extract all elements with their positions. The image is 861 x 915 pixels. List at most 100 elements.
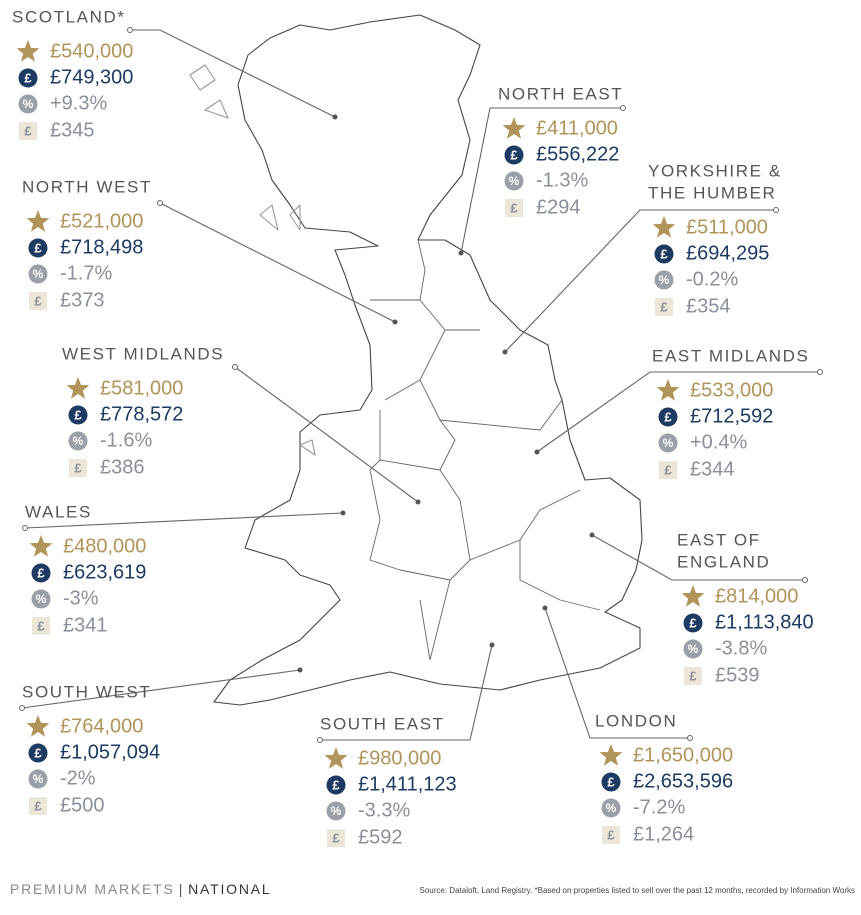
rent-symbol: £ (37, 618, 45, 633)
change-text: -1.6% (100, 429, 152, 451)
change-text: -1.3% (536, 169, 588, 191)
regions: SCOTLAND* £540,000 £ £749,300% +9.3% £ £345 NOR… (12, 7, 823, 848)
pound-icon (326, 775, 346, 795)
rent-text: £373 (60, 289, 105, 311)
leader-line (591, 534, 805, 581)
rent-symbol: £ (332, 830, 340, 845)
percent-symbol: % (23, 97, 34, 111)
region-name: WALES (25, 502, 92, 521)
leader-start (773, 207, 779, 213)
region-dot (502, 349, 508, 355)
rent-icon (29, 797, 47, 815)
leader-line (234, 366, 419, 503)
region-name: LONDON (595, 711, 677, 730)
rent-symbol: £ (607, 827, 615, 842)
value-text: £778,572 (100, 403, 183, 425)
leader-start (19, 705, 25, 711)
star-icon (324, 747, 348, 769)
value-text: £2,653,596 (633, 770, 733, 792)
rent-text: £592 (358, 826, 403, 848)
pound-icon (504, 145, 524, 165)
region: WALES £480,000 £ £623,619% -3% £ £341 (22, 502, 346, 636)
leader-line (130, 29, 336, 118)
change-text: -0.2% (686, 268, 738, 290)
star-icon (681, 585, 705, 607)
star-icon (652, 216, 676, 238)
pound-symbol: £ (332, 777, 340, 792)
region-dot (415, 499, 421, 505)
rent-icon (602, 826, 620, 844)
rent-symbol: £ (510, 200, 518, 215)
rent-text: £341 (63, 614, 108, 636)
region-dot (589, 532, 595, 538)
change-text: +0.4% (690, 431, 747, 453)
rent-symbol: £ (74, 460, 82, 475)
leader-start (817, 369, 823, 375)
region-dot (340, 510, 346, 516)
price-text: £480,000 (63, 535, 146, 557)
percent-icon (504, 171, 524, 191)
pound-icon (18, 68, 38, 88)
region-name: NORTH EAST (498, 84, 623, 103)
leader-line (21, 669, 301, 709)
leader-start (157, 200, 163, 206)
value-text: £556,222 (536, 143, 619, 165)
percent-icon (326, 801, 346, 821)
leader-line (504, 209, 776, 353)
percent-icon (31, 589, 51, 609)
rent-icon (684, 667, 702, 685)
footer-title: PREMIUM MARKETS | NATIONAL (10, 881, 272, 897)
leader-start (802, 577, 808, 583)
price-text: £511,000 (686, 216, 768, 238)
pound-symbol: £ (510, 147, 518, 162)
pound-icon (658, 407, 678, 427)
leader-start (232, 364, 238, 370)
leader-start (687, 735, 693, 741)
leader-start (22, 525, 28, 531)
rent-text: £386 (100, 456, 145, 478)
rent-symbol: £ (34, 798, 42, 813)
footer-source: Source: Dataloft, Land Registry. *Based … (420, 886, 855, 895)
pound-symbol: £ (664, 409, 672, 424)
rent-icon (659, 461, 677, 479)
star-icon (66, 377, 90, 399)
star-icon (29, 535, 53, 557)
rent-icon (19, 122, 37, 140)
leader-line (159, 202, 396, 323)
rent-icon (505, 199, 523, 217)
percent-icon (683, 639, 703, 659)
star-icon (16, 40, 40, 62)
region-dot (392, 319, 398, 325)
change-text: -3.3% (358, 799, 410, 821)
pound-symbol: £ (660, 246, 668, 261)
footer-brand: PREMIUM MARKETS (10, 881, 175, 897)
rent-icon (32, 617, 50, 635)
rent-symbol: £ (660, 299, 668, 314)
percent-symbol: % (509, 174, 520, 188)
pound-icon (683, 613, 703, 633)
leader-start (620, 105, 626, 111)
value-text: £1,411,123 (358, 773, 457, 795)
leader-start (317, 737, 323, 743)
percent-icon (68, 431, 88, 451)
star-icon (26, 210, 50, 232)
star-icon (656, 379, 680, 401)
percent-symbol: % (659, 273, 670, 287)
price-text: £533,000 (690, 379, 773, 401)
region-name: NORTH WEST (22, 177, 152, 196)
pound-symbol: £ (689, 615, 697, 630)
rent-text: £345 (50, 119, 95, 141)
pound-symbol: £ (34, 240, 42, 255)
price-text: £411,000 (536, 117, 618, 139)
change-text: -7.2% (633, 796, 685, 818)
percent-symbol: % (73, 434, 84, 448)
percent-icon (658, 433, 678, 453)
rent-icon (29, 292, 47, 310)
rent-icon (327, 829, 345, 847)
rent-text: £344 (690, 458, 735, 480)
percent-symbol: % (33, 267, 44, 281)
leader-line (24, 512, 344, 529)
value-text: £712,592 (690, 405, 773, 427)
